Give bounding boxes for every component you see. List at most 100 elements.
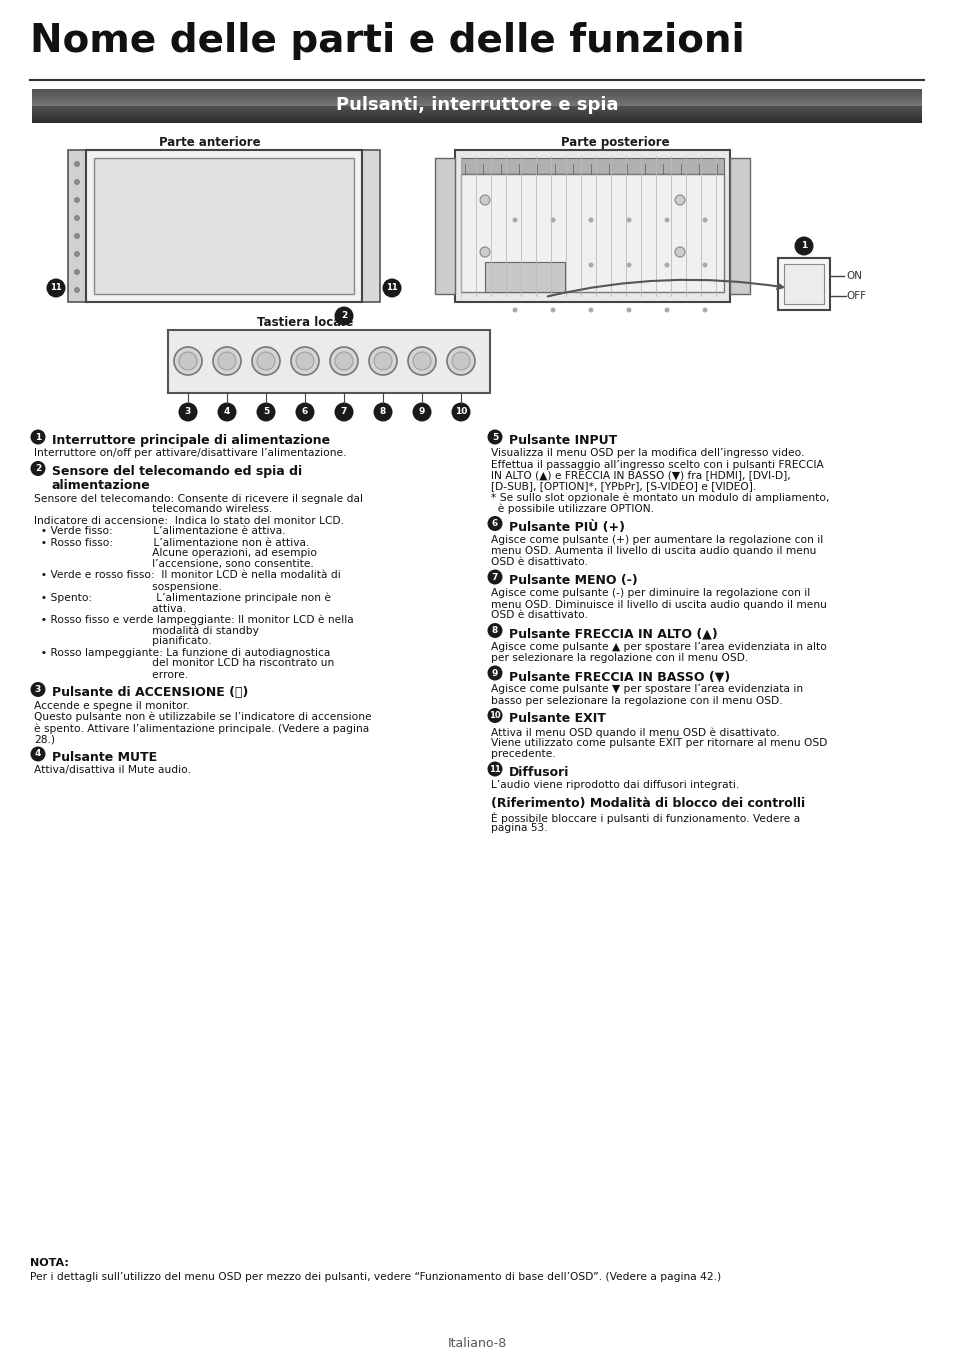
- Text: 1: 1: [35, 432, 41, 441]
- Text: [D-SUB], [OPTION]*, [YPbPr], [S-VIDEO] e [VIDEO].: [D-SUB], [OPTION]*, [YPbPr], [S-VIDEO] e…: [491, 482, 756, 491]
- Circle shape: [512, 262, 517, 267]
- Bar: [729, 158, 749, 294]
- Circle shape: [291, 347, 318, 375]
- Circle shape: [408, 347, 436, 375]
- Text: attiva.: attiva.: [34, 603, 186, 613]
- Text: Italiano-8: Italiano-8: [447, 1336, 506, 1350]
- Text: Pulsante di ACCENSIONE (⏻): Pulsante di ACCENSIONE (⏻): [52, 687, 248, 699]
- Text: 2: 2: [35, 464, 41, 472]
- Bar: [86, 150, 361, 302]
- Text: 4: 4: [34, 749, 41, 759]
- Circle shape: [374, 352, 392, 370]
- Circle shape: [626, 262, 631, 267]
- Text: 6: 6: [492, 518, 497, 528]
- Circle shape: [512, 308, 517, 312]
- Text: Pulsanti, interruttore e spia: Pulsanti, interruttore e spia: [335, 96, 618, 113]
- Circle shape: [382, 278, 401, 297]
- Text: 28.): 28.): [34, 734, 55, 744]
- Text: 3: 3: [35, 684, 41, 694]
- Circle shape: [30, 429, 46, 444]
- Circle shape: [675, 194, 684, 205]
- Circle shape: [179, 352, 196, 370]
- Text: alimentazione: alimentazione: [52, 479, 151, 491]
- Text: Agisce come pulsante ▼ per spostare l’area evidenziata in: Agisce come pulsante ▼ per spostare l’ar…: [491, 684, 802, 694]
- Circle shape: [295, 402, 314, 421]
- Bar: [460, 158, 723, 174]
- Circle shape: [701, 308, 707, 312]
- Bar: [68, 150, 86, 302]
- Text: Tastiera locale: Tastiera locale: [256, 316, 353, 329]
- Text: errore.: errore.: [34, 670, 188, 679]
- Text: Accende e spegne il monitor.: Accende e spegne il monitor.: [34, 701, 190, 711]
- Circle shape: [447, 347, 475, 375]
- Text: menu OSD. Diminuisce il livello di uscita audio quando il menu: menu OSD. Diminuisce il livello di uscit…: [491, 599, 826, 609]
- Text: 8: 8: [379, 408, 386, 417]
- Circle shape: [701, 217, 707, 223]
- Text: 8: 8: [492, 626, 497, 634]
- Text: per selezionare la regolazione con il menu OSD.: per selezionare la regolazione con il me…: [491, 653, 747, 663]
- Circle shape: [374, 402, 392, 421]
- Text: 3: 3: [185, 408, 191, 417]
- Text: IN ALTO (▲) e FRECCIA IN BASSO (▼) fra [HDMI], [DVI-D],: IN ALTO (▲) e FRECCIA IN BASSO (▼) fra […: [491, 471, 790, 481]
- Circle shape: [178, 402, 197, 421]
- Circle shape: [74, 180, 80, 185]
- Text: Nome delle parti e delle funzioni: Nome delle parti e delle funzioni: [30, 22, 744, 59]
- Circle shape: [626, 217, 631, 223]
- Circle shape: [413, 352, 431, 370]
- Text: È possibile bloccare i pulsanti di funzionamento. Vedere a: È possibile bloccare i pulsanti di funzi…: [491, 811, 800, 824]
- Circle shape: [487, 761, 502, 776]
- Circle shape: [512, 217, 517, 223]
- Text: Diffusori: Diffusori: [509, 765, 569, 779]
- Text: L’audio viene riprodotto dai diffusori integrati.: L’audio viene riprodotto dai diffusori i…: [491, 780, 739, 791]
- Text: 7: 7: [340, 408, 347, 417]
- Circle shape: [412, 402, 431, 421]
- Text: è spento. Attivare l’alimentazione principale. (Vedere a pagina: è spento. Attivare l’alimentazione princ…: [34, 724, 369, 733]
- Circle shape: [335, 402, 354, 421]
- Text: Agisce come pulsante (-) per diminuire la regolazione con il: Agisce come pulsante (-) per diminuire l…: [491, 589, 809, 598]
- Text: 6: 6: [301, 408, 308, 417]
- Text: ON: ON: [845, 271, 862, 281]
- Text: Questo pulsante non è utilizzabile se l’indicatore di accensione: Questo pulsante non è utilizzabile se l’…: [34, 711, 372, 722]
- Text: Parte posteriore: Parte posteriore: [560, 136, 669, 148]
- Bar: [168, 329, 490, 393]
- Circle shape: [30, 747, 46, 761]
- Text: Pulsante FRECCIA IN BASSO (▼): Pulsante FRECCIA IN BASSO (▼): [509, 670, 729, 683]
- Circle shape: [487, 622, 502, 639]
- Text: Sensore del telecomando: Consente di ricevere il segnale dal: Sensore del telecomando: Consente di ric…: [34, 494, 363, 504]
- Text: 9: 9: [418, 408, 425, 417]
- Text: 11: 11: [489, 764, 500, 774]
- Text: Sensore del telecomando ed spia di: Sensore del telecomando ed spia di: [52, 466, 302, 478]
- Circle shape: [74, 288, 80, 293]
- Circle shape: [588, 262, 593, 267]
- Text: precedente.: precedente.: [491, 749, 556, 759]
- Text: • Rosso fisso e verde lampeggiante: Il monitor LCD è nella: • Rosso fisso e verde lampeggiante: Il m…: [34, 614, 354, 625]
- Circle shape: [335, 352, 353, 370]
- Circle shape: [451, 402, 470, 421]
- Circle shape: [74, 251, 80, 256]
- Text: basso per selezionare la regolazione con il menu OSD.: basso per selezionare la regolazione con…: [491, 695, 781, 706]
- Text: 11: 11: [51, 284, 62, 293]
- Circle shape: [664, 308, 669, 312]
- Circle shape: [74, 234, 80, 239]
- Circle shape: [479, 247, 490, 256]
- Text: Effettua il passaggio all’ingresso scelto con i pulsanti FRECCIA: Effettua il passaggio all’ingresso scelt…: [491, 459, 822, 470]
- Text: Viene utilizzato come pulsante EXIT per ritornare al menu OSD: Viene utilizzato come pulsante EXIT per …: [491, 738, 826, 748]
- Text: Interruttore on/off per attivare/disattivare l’alimentazione.: Interruttore on/off per attivare/disatti…: [34, 448, 346, 459]
- Text: • Spento:                   L’alimentazione principale non è: • Spento: L’alimentazione principale non…: [34, 593, 331, 603]
- Circle shape: [74, 197, 80, 202]
- Text: 11: 11: [386, 284, 397, 293]
- Circle shape: [330, 347, 357, 375]
- Circle shape: [452, 352, 470, 370]
- Text: OSD è disattivato.: OSD è disattivato.: [491, 610, 587, 621]
- Text: (Riferimento) Modalità di blocco dei controlli: (Riferimento) Modalità di blocco dei con…: [491, 798, 804, 810]
- Text: • Rosso fisso:            L’alimentazione non è attiva.: • Rosso fisso: L’alimentazione non è att…: [34, 537, 309, 548]
- Circle shape: [626, 308, 631, 312]
- Text: sospensione.: sospensione.: [34, 582, 222, 591]
- Bar: [361, 150, 379, 302]
- Text: 2: 2: [340, 312, 347, 320]
- Text: 1: 1: [800, 242, 806, 251]
- Text: • Verde e rosso fisso:  Il monitor LCD è nella modalità di: • Verde e rosso fisso: Il monitor LCD è …: [34, 571, 340, 580]
- Circle shape: [479, 194, 490, 205]
- Bar: [484, 262, 564, 292]
- Text: • Rosso lampeggiante: La funzione di autodiagnostica: • Rosso lampeggiante: La funzione di aut…: [34, 648, 330, 657]
